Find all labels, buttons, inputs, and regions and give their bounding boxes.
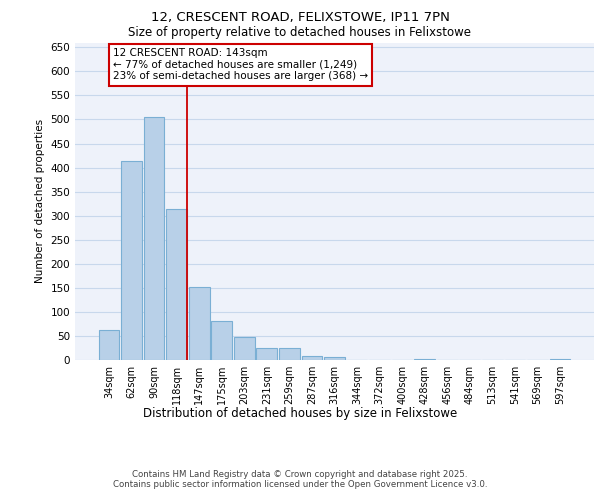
Text: 12 CRESCENT ROAD: 143sqm
← 77% of detached houses are smaller (1,249)
23% of sem: 12 CRESCENT ROAD: 143sqm ← 77% of detach… (113, 48, 368, 82)
Text: Size of property relative to detached houses in Felixstowe: Size of property relative to detached ho… (128, 26, 472, 39)
Bar (143, 117, 164, 360)
Bar (279, 348, 300, 360)
Bar (234, 338, 254, 360)
Bar (302, 356, 322, 360)
Text: Contains HM Land Registry data © Crown copyright and database right 2025.
Contai: Contains HM Land Registry data © Crown c… (113, 470, 487, 489)
Text: Distribution of detached houses by size in Felixstowe: Distribution of detached houses by size … (143, 408, 457, 420)
Y-axis label: Number of detached properties: Number of detached properties (35, 119, 45, 284)
Text: 12, CRESCENT ROAD, FELIXSTOWE, IP11 7PN: 12, CRESCENT ROAD, FELIXSTOWE, IP11 7PN (151, 11, 449, 24)
Bar (98, 330, 119, 360)
Bar (166, 210, 187, 360)
Bar (256, 348, 277, 360)
Bar (211, 320, 232, 360)
Bar (324, 357, 345, 360)
Bar (415, 358, 435, 360)
Bar (550, 359, 571, 360)
Bar (121, 162, 142, 360)
Bar (189, 287, 209, 360)
